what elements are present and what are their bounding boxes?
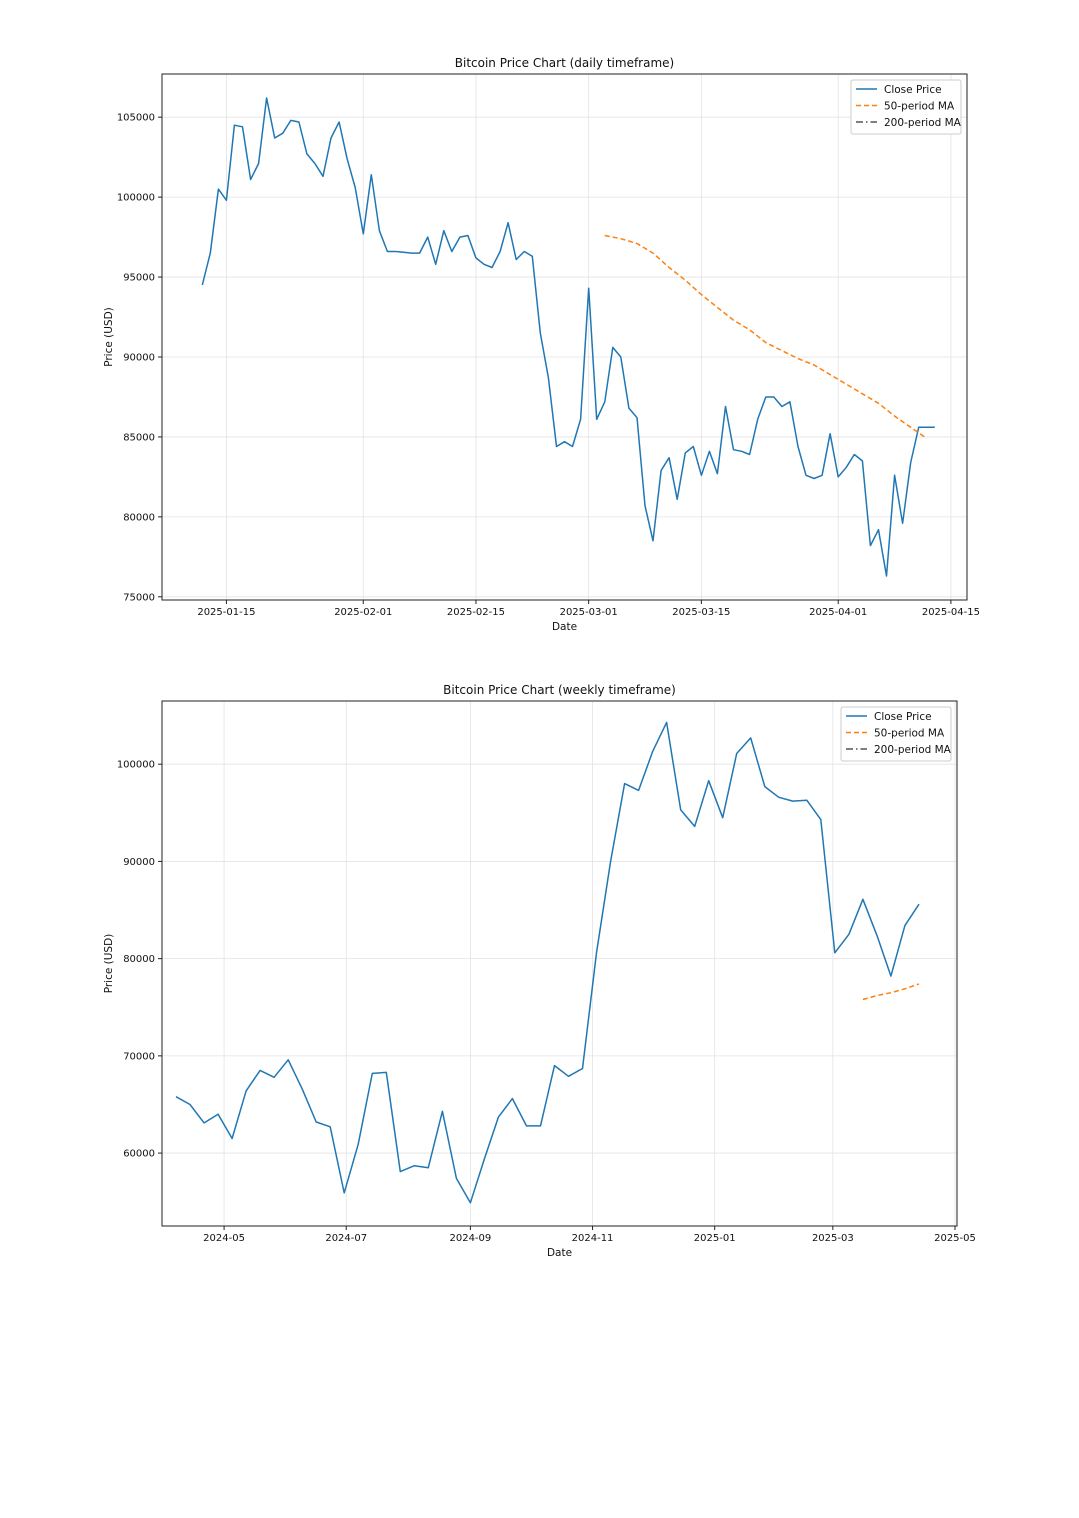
plot-frame <box>161 73 968 601</box>
x-axis-label: Date <box>547 1247 572 1259</box>
series-line-50-period-ma <box>604 234 928 440</box>
y-axis-label: Price (USD) <box>103 307 115 367</box>
x-tick-label: 2024-07 <box>325 1233 367 1244</box>
y-tick-label: 90000 <box>123 352 155 363</box>
x-tick-label: 2025-04-15 <box>922 607 980 618</box>
y-tick-label: 95000 <box>123 273 155 284</box>
x-tick-label: 2025-02-01 <box>334 607 392 618</box>
y-tick-label: 75000 <box>123 592 155 603</box>
legend: Close Price 50-period MA 200-period MA <box>840 706 952 762</box>
y-tick-label: 100000 <box>117 193 155 204</box>
legend-entry: Close Price <box>874 711 932 723</box>
chart-title: Bitcoin Price Chart (daily timeframe) <box>455 56 674 70</box>
legend-box <box>840 706 952 762</box>
x-tick-label: 2025-01-15 <box>197 607 255 618</box>
y-tick-label: 80000 <box>123 512 155 523</box>
x-tick-label: 2025-03 <box>812 1233 854 1244</box>
legend: Close Price 50-period MA 200-period MA <box>850 79 962 135</box>
y-tick-label: 80000 <box>123 954 155 965</box>
x-tick-label: 2025-05 <box>934 1233 976 1244</box>
y-tick-label: 105000 <box>117 113 155 124</box>
x-tick-label: 2024-05 <box>203 1233 245 1244</box>
legend-entry: 200-period MA <box>874 744 952 756</box>
series-line-close-price <box>201 97 935 577</box>
x-tick-label: 2025-04-01 <box>809 607 867 618</box>
x-tick-label: 2025-01 <box>694 1233 736 1244</box>
chart-weekly: 2024-05 2024-07 2024-09 2024-11 2025-01 2025-… <box>103 683 976 1259</box>
x-tick-label: 2025-02-15 <box>447 607 505 618</box>
series-line-close-price <box>175 721 920 1204</box>
chart-daily: 2025-01-15 2025-02-01 2025-02-15 2025-03-01… <box>103 56 980 633</box>
x-axis-label: Date <box>552 621 577 633</box>
y-axis-label: Price (USD) <box>103 934 115 994</box>
y-tick-label: 70000 <box>123 1051 155 1062</box>
x-tick-label: 2024-11 <box>572 1233 614 1244</box>
plot-frame <box>161 700 958 1227</box>
y-tick-label: 90000 <box>123 857 155 868</box>
legend-entry: 50-period MA <box>884 100 955 112</box>
x-tick-label: 2025-03-01 <box>560 607 618 618</box>
y-tick-label: 85000 <box>123 432 155 443</box>
series-line-50-period-ma <box>862 983 920 1001</box>
x-tick-label: 2025-03-15 <box>672 607 730 618</box>
y-tick-label: 100000 <box>117 760 155 771</box>
legend-entry: 200-period MA <box>884 117 962 129</box>
y-tick-label: 60000 <box>123 1149 155 1160</box>
legend-entry: 50-period MA <box>874 727 945 739</box>
x-tick-label: 2024-09 <box>449 1233 491 1244</box>
legend-entry: Close Price <box>884 84 942 96</box>
legend-box <box>850 79 962 135</box>
chart-title: Bitcoin Price Chart (weekly timeframe) <box>443 683 676 697</box>
